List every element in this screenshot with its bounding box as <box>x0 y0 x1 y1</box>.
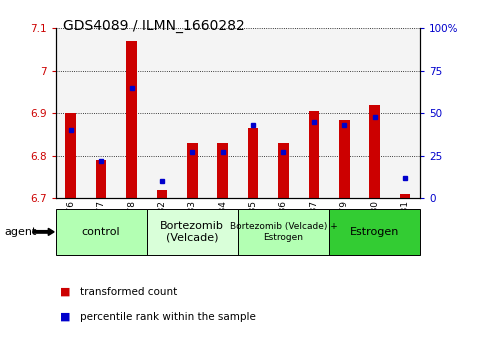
Bar <box>96 160 106 198</box>
Bar <box>329 28 359 198</box>
Text: agent: agent <box>5 227 37 237</box>
Bar <box>339 120 350 198</box>
Bar <box>147 28 177 198</box>
Text: ■: ■ <box>60 287 71 297</box>
Bar <box>147 209 238 255</box>
Text: Bortezomib
(Velcade): Bortezomib (Velcade) <box>160 221 224 243</box>
Bar <box>156 190 167 198</box>
Bar <box>208 28 238 198</box>
Bar <box>56 28 86 198</box>
Bar <box>238 28 268 198</box>
Bar <box>56 209 147 255</box>
Bar <box>116 28 147 198</box>
Bar <box>390 28 420 198</box>
Bar <box>238 209 329 255</box>
Bar <box>298 28 329 198</box>
Bar <box>248 128 258 198</box>
Bar <box>217 143 228 198</box>
Text: control: control <box>82 227 120 237</box>
Bar <box>278 143 289 198</box>
Text: GDS4089 / ILMN_1660282: GDS4089 / ILMN_1660282 <box>63 19 244 34</box>
Bar <box>400 194 411 198</box>
Bar <box>177 28 208 198</box>
Bar <box>187 143 198 198</box>
Bar <box>329 209 420 255</box>
Text: Estrogen: Estrogen <box>350 227 399 237</box>
Bar <box>268 28 298 198</box>
Bar <box>65 113 76 198</box>
Bar <box>86 28 116 198</box>
Bar <box>369 105 380 198</box>
Bar <box>309 111 319 198</box>
Bar <box>359 28 390 198</box>
Text: ■: ■ <box>60 312 71 322</box>
Text: Bortezomib (Velcade) +
Estrogen: Bortezomib (Velcade) + Estrogen <box>229 222 337 241</box>
Text: percentile rank within the sample: percentile rank within the sample <box>80 312 256 322</box>
Bar <box>126 41 137 198</box>
Text: transformed count: transformed count <box>80 287 177 297</box>
